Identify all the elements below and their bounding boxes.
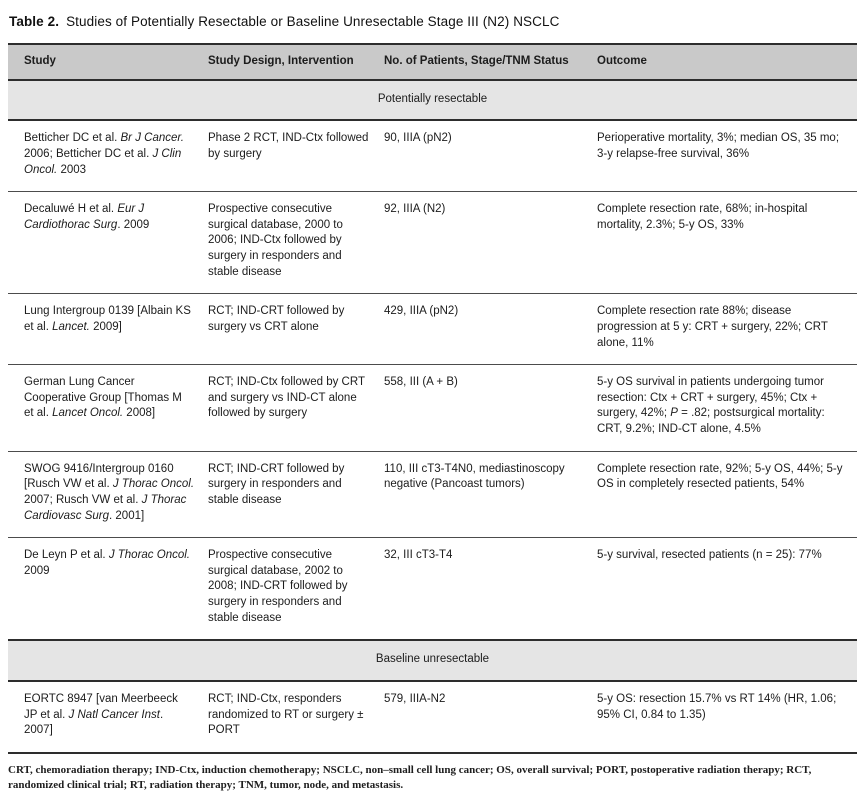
cell-design: RCT; IND-Ctx followed by CRT and surgery… — [208, 364, 384, 452]
cell-study: Betticher DC et al. Br J Cancer. 2006; B… — [8, 120, 208, 193]
table-row: EORTC 8947 [van Meerbeeck JP et al. J Na… — [8, 680, 857, 754]
table-row: Decaluwé H et al. Eur J Cardiothorac Sur… — [8, 191, 857, 295]
header-patients: No. of Patients, Stage/TNM Status — [384, 43, 597, 81]
cell-patients: 110, III cT3-T4N0, mediastinoscopy negat… — [384, 451, 597, 539]
cell-outcome: Complete resection rate, 68%; in-hospita… — [597, 191, 857, 295]
cell-patients: 429, IIIA (pN2) — [384, 293, 597, 366]
cell-outcome: 5-y survival, resected patients (n = 25)… — [597, 537, 857, 641]
cell-outcome: 5-y OS survival in patients undergoing t… — [597, 364, 857, 452]
table-title-text: Studies of Potentially Resectable or Bas… — [66, 14, 560, 29]
cell-study: German Lung Cancer Cooperative Group [Th… — [8, 364, 208, 452]
table-body: Potentially resectable Betticher DC et al… — [8, 78, 857, 754]
cell-outcome: 5-y OS: resection 15.7% vs RT 14% (HR, 1… — [597, 680, 857, 754]
cell-patients: 579, IIIA-N2 — [384, 680, 597, 754]
section-row: Potentially resectable — [8, 78, 857, 122]
header-design: Study Design, Intervention — [208, 43, 384, 81]
header-outcome: Outcome — [597, 43, 857, 81]
cell-design: RCT; IND-Ctx, responders randomized to R… — [208, 680, 384, 754]
studies-table: Study Study Design, Intervention No. of … — [8, 43, 857, 754]
cell-design: Phase 2 RCT, IND-Ctx followed by surgery — [208, 120, 384, 193]
cell-patients: 92, IIIA (N2) — [384, 191, 597, 295]
table-title-label: Table 2. — [9, 14, 60, 29]
cell-study: EORTC 8947 [van Meerbeeck JP et al. J Na… — [8, 680, 208, 754]
table-row: German Lung Cancer Cooperative Group [Th… — [8, 364, 857, 452]
footnote: CRT, chemoradiation therapy; IND-Ctx, in… — [8, 763, 812, 791]
cell-patients: 32, III cT3-T4 — [384, 537, 597, 641]
cell-design: RCT; IND-CRT followed by surgery in resp… — [208, 451, 384, 539]
cell-patients: 90, IIIA (pN2) — [384, 120, 597, 193]
table-row: De Leyn P et al. J Thorac Oncol. 2009 Pro… — [8, 537, 857, 641]
cell-design: Prospective consecutive surgical databas… — [208, 191, 384, 295]
table-title: Table 2. Studies of Potentially Resectabl… — [9, 14, 858, 29]
section-label: Potentially resectable — [8, 78, 857, 122]
header-row: Study Study Design, Intervention No. of … — [8, 43, 857, 81]
cell-study: Decaluwé H et al. Eur J Cardiothorac Sur… — [8, 191, 208, 295]
cell-outcome: Complete resection rate, 92%; 5-y OS, 44… — [597, 451, 857, 539]
cell-study: SWOG 9416/Intergroup 0160 [Rusch VW et a… — [8, 451, 208, 539]
cell-design: Prospective consecutive surgical databas… — [208, 537, 384, 641]
table-row: SWOG 9416/Intergroup 0160 [Rusch VW et a… — [8, 451, 857, 539]
section-row: Baseline unresectable — [8, 639, 857, 682]
cell-outcome: Complete resection rate 88%; disease pro… — [597, 293, 857, 366]
header-study: Study — [8, 43, 208, 81]
cell-study: De Leyn P et al. J Thorac Oncol. 2009 — [8, 537, 208, 641]
table-row: Betticher DC et al. Br J Cancer. 2006; B… — [8, 120, 857, 193]
cell-outcome: Perioperative mortality, 3%; median OS, … — [597, 120, 857, 193]
cell-study: Lung Intergroup 0139 [Albain KS et al. L… — [8, 293, 208, 366]
table-row: Lung Intergroup 0139 [Albain KS et al. L… — [8, 293, 857, 366]
cell-design: RCT; IND-CRT followed by surgery vs CRT … — [208, 293, 384, 366]
section-label: Baseline unresectable — [8, 639, 857, 682]
cell-patients: 558, III (A + B) — [384, 364, 597, 452]
table-header: Study Study Design, Intervention No. of … — [8, 43, 857, 81]
